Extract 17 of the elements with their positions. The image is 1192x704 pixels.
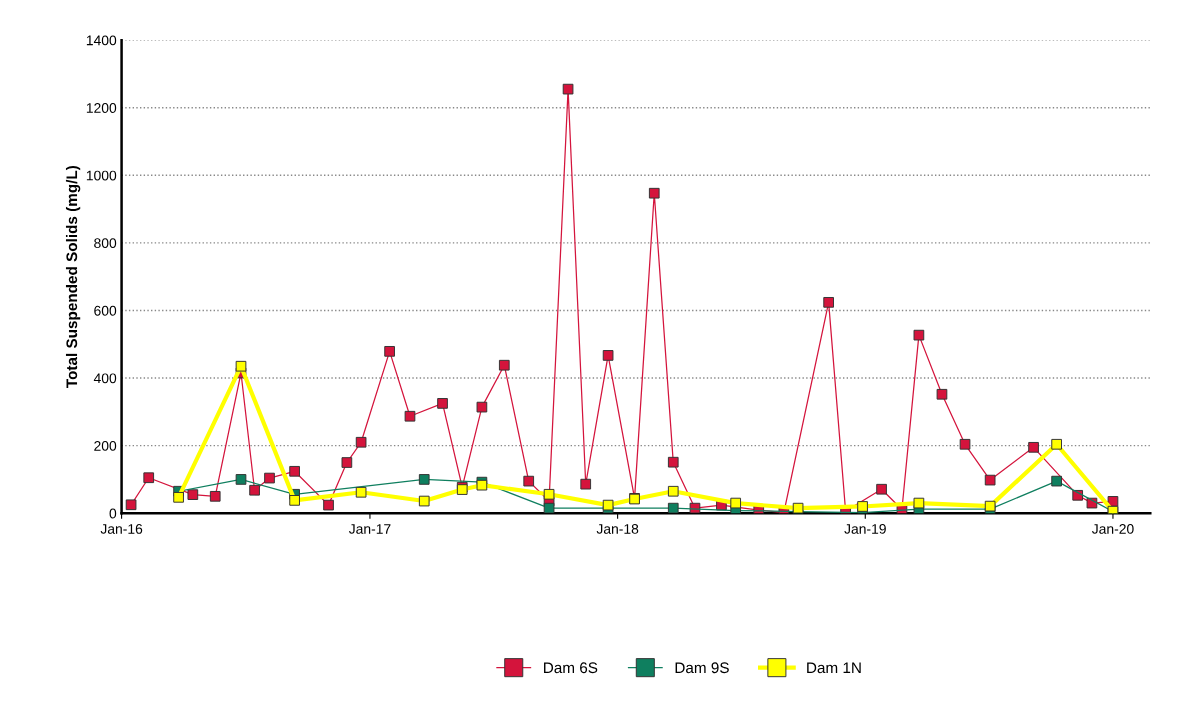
y-tick-label: 1000 <box>86 170 117 181</box>
x-tick-label: Jan-20 <box>1091 524 1134 534</box>
x-tick-label: Jan-19 <box>844 524 886 534</box>
legend-label: Dam 1N <box>807 662 861 674</box>
x-tick-label: Jan-17 <box>348 524 391 534</box>
y-tick-label: 800 <box>94 238 117 249</box>
y-tick-label: 1200 <box>86 103 117 113</box>
x-tick-label: Jan-16 <box>100 524 143 534</box>
legend-label: Dam 9S <box>675 662 729 674</box>
y-tick-label: 200 <box>94 440 117 451</box>
y-tick-label: 400 <box>93 373 117 384</box>
legend-label: Dam 6S <box>544 662 598 674</box>
y-tick-label: 600 <box>94 305 117 316</box>
y-tick-label: 1400 <box>86 35 117 46</box>
y-tick-label: 0 <box>109 508 117 519</box>
y-axis-title: Total Suspended Solids (mg/L) <box>65 165 81 388</box>
x-tick-label: Jan-18 <box>596 524 639 534</box>
